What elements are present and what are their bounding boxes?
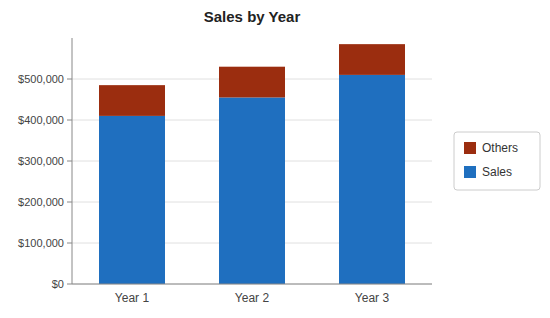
x-axis <box>72 284 432 285</box>
y-tick <box>67 202 72 203</box>
bar-segment <box>99 116 165 284</box>
bar-segment <box>339 75 405 284</box>
y-tick <box>67 284 72 285</box>
title: Sales by Year <box>204 8 301 25</box>
legend-label: Others <box>482 141 518 155</box>
x-tick-label: Year 1 <box>115 291 150 305</box>
y-tick <box>67 79 72 80</box>
bar-segment <box>219 97 285 284</box>
legend-label: Sales <box>482 165 512 179</box>
grid-line <box>72 284 432 285</box>
bar-segment <box>219 67 285 98</box>
x-tick-label: Year 3 <box>355 291 390 305</box>
legend: Others Sales <box>454 132 540 190</box>
bars <box>99 44 405 284</box>
y-tick-label: $0 <box>52 278 64 290</box>
y-tick-label: $100,000 <box>18 237 64 249</box>
chart-svg: Sales by Year $0 $100,000 $200,000 $300,000 $… <box>0 0 550 318</box>
bar-segment <box>339 44 405 75</box>
bar-segment <box>99 85 165 116</box>
y-tick <box>67 161 72 162</box>
legend-swatch <box>464 142 476 154</box>
chart-container: Sales by Year $0 $100,000 $200,000 $300,000 $… <box>0 0 550 318</box>
y-tick-label: $300,000 <box>18 155 64 167</box>
legend-box <box>454 132 540 190</box>
y-tick <box>67 243 72 244</box>
x-tick-label: Year 2 <box>235 291 270 305</box>
y-tick-label: $200,000 <box>18 196 64 208</box>
y-axis <box>72 38 73 284</box>
y-tick-label: $500,000 <box>18 73 64 85</box>
y-tick-label: $400,000 <box>18 114 64 126</box>
y-tick <box>67 120 72 121</box>
legend-swatch <box>464 166 476 178</box>
